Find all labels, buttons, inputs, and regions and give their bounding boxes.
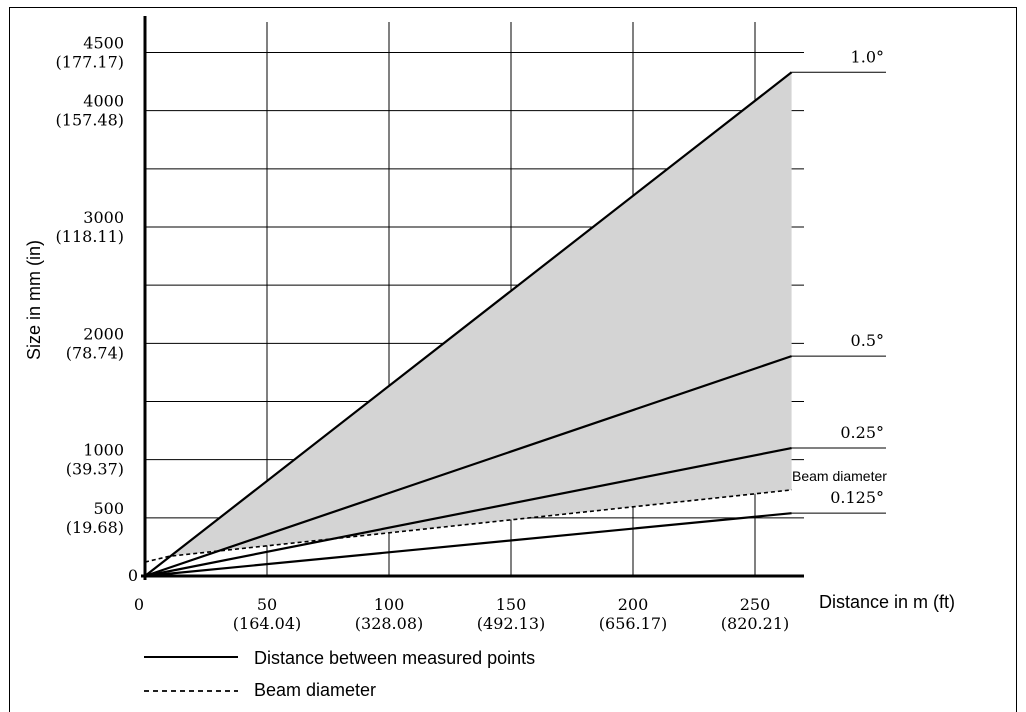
y-tick-sublabel: (177.17): [56, 53, 124, 72]
series-line-4: [144, 512, 792, 578]
y-tick-sublabel: (39.37): [66, 460, 124, 479]
x-tick-sublabel: (820.21): [721, 614, 789, 633]
x-tick-label: 250: [740, 595, 771, 614]
series-line-0: [144, 71, 793, 577]
legend-label: Beam diameter: [254, 680, 376, 700]
x-tick-label: 0: [134, 595, 144, 614]
y-tick-label: 3000: [83, 208, 124, 227]
x-tick-label: 150: [496, 595, 527, 614]
x-tick-sublabel: (492.13): [477, 614, 545, 633]
y-tick-sublabel: (19.68): [66, 518, 124, 537]
y-axis-title: Size in mm (in): [24, 240, 44, 360]
axes: [141, 16, 804, 580]
y-tick-sublabel: (157.48): [56, 111, 124, 130]
series-label: 0.125°: [830, 488, 884, 507]
x-tick-label: 200: [618, 595, 649, 614]
legend-label: Distance between measured points: [254, 648, 535, 668]
series-label: 0.5°: [851, 331, 884, 350]
series-label: 1.0°: [851, 47, 884, 66]
x-tick-sublabel: (164.04): [233, 614, 301, 633]
series-label: 0.25°: [840, 423, 884, 442]
y-tick-label: 4500: [83, 34, 124, 53]
x-axis-title: Distance in m (ft): [819, 592, 955, 612]
y-tick-label: 4000: [83, 92, 124, 111]
y-tick-label: 0: [128, 566, 138, 585]
x-tick-label: 50: [257, 595, 277, 614]
tick-labels: 1.0°0.5°0.25°Beam diameter0.125°0500(19.…: [24, 34, 955, 633]
series-line-3: [144, 489, 792, 563]
legend: Distance between measured points Beam dia…: [144, 648, 535, 700]
series-lines: [144, 71, 886, 578]
y-tick-label: 500: [93, 499, 124, 518]
series-line-1: [144, 355, 792, 578]
series-line-2: [144, 446, 792, 578]
figure-frame: [9, 7, 1017, 712]
x-tick-sublabel: (656.17): [599, 614, 667, 633]
series-label: Beam diameter: [792, 468, 887, 484]
x-tick-label: 100: [374, 595, 405, 614]
x-tick-sublabel: (328.08): [355, 614, 423, 633]
y-tick-label: 1000: [83, 441, 124, 460]
y-tick-sublabel: (118.11): [56, 227, 124, 246]
y-tick-label: 2000: [83, 324, 124, 343]
y-tick-sublabel: (78.74): [66, 343, 124, 362]
